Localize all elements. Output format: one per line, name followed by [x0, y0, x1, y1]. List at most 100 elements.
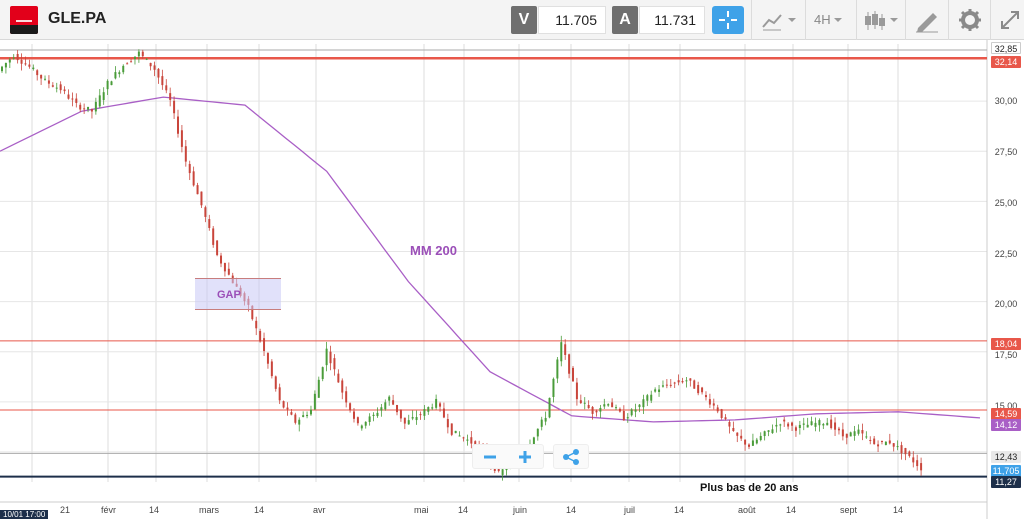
candle-body [419, 414, 422, 416]
candle-body [873, 438, 876, 445]
date-label: mars [199, 505, 219, 515]
candle-body [912, 457, 915, 463]
axis-label: 30,00 [994, 96, 1018, 106]
gear-icon [959, 9, 981, 31]
candle-body [220, 255, 223, 264]
candle-body [849, 432, 852, 437]
buy-price[interactable]: 11.731 [639, 6, 705, 34]
candle-body [251, 305, 254, 320]
candle-body [884, 441, 887, 445]
candle-body [462, 437, 465, 439]
candle-body [360, 425, 363, 429]
candle-body [501, 469, 504, 475]
zoom-in-button[interactable] [510, 445, 540, 468]
price-tag-low: 11,27 [991, 476, 1021, 488]
crosshair-button[interactable] [712, 6, 744, 34]
chart-canvas[interactable] [0, 40, 1024, 519]
candle-body [204, 207, 207, 217]
axis-label: 25,00 [994, 198, 1018, 208]
candle-body [24, 63, 27, 65]
candles-dropdown[interactable] [862, 6, 902, 34]
candle-body [227, 268, 230, 275]
date-label: févr [101, 505, 117, 515]
candle-body [685, 380, 688, 382]
candle-body [779, 424, 782, 426]
candle-body [431, 407, 434, 409]
date-label: août [738, 505, 756, 515]
candle-body [306, 414, 309, 417]
candle-body [505, 468, 508, 471]
timeframe-dropdown[interactable]: 4H [810, 6, 852, 34]
zoom-out-button[interactable] [475, 445, 505, 468]
candle-body [454, 430, 457, 434]
candle-body [79, 104, 82, 110]
candle-body [184, 146, 187, 162]
candle-body [654, 389, 657, 392]
candle-body [212, 228, 215, 245]
settings-button[interactable] [956, 6, 984, 34]
candle-body [837, 428, 840, 431]
price-tag-ma: 14,12 [991, 419, 1021, 431]
candle-body [12, 57, 15, 59]
candle-body [826, 422, 829, 426]
candle-body [712, 403, 715, 406]
chevron-down-icon [834, 18, 842, 22]
candle-body [716, 407, 719, 412]
sell-price[interactable]: 11.705 [538, 6, 606, 34]
candle-body [435, 398, 438, 408]
ma-200-line [0, 96, 981, 423]
buy-badge[interactable]: A [612, 6, 638, 34]
candle-body [791, 422, 794, 426]
candle-body [122, 65, 125, 73]
candle-body [689, 378, 692, 381]
candle-body [532, 437, 535, 445]
candle-body [71, 98, 74, 100]
candle-body [611, 402, 614, 408]
candle-body [274, 376, 277, 389]
candle-body [630, 409, 633, 416]
candle-body [106, 80, 109, 90]
candle-body [916, 460, 919, 467]
candle-body [693, 380, 696, 389]
candle-body [607, 404, 610, 406]
candle-body [748, 444, 751, 447]
candle-body [681, 381, 684, 383]
candle-body [8, 59, 11, 63]
candle-body [599, 407, 602, 412]
date-label: 14 [566, 505, 577, 515]
candle-body [83, 108, 86, 110]
candle-body [165, 85, 168, 91]
line-chart-icon [762, 14, 796, 31]
candle-body [47, 80, 50, 84]
candle-body [407, 420, 410, 425]
candle-body [759, 435, 762, 441]
candle-body [697, 385, 700, 394]
share-button[interactable] [556, 445, 586, 468]
candle-body [673, 382, 676, 384]
candle-body [399, 409, 402, 419]
date-label: 21 [60, 505, 71, 515]
candle-body [587, 404, 590, 409]
candle-body [333, 358, 336, 370]
price-chart[interactable]: MM 200 GAP Plus bas de 20 ans 30,00 27,5… [0, 40, 1024, 519]
candle-body [223, 263, 226, 272]
candle-body [255, 320, 258, 329]
fullscreen-button[interactable] [998, 6, 1022, 34]
candle-body [153, 65, 156, 70]
candle-body [579, 400, 582, 404]
candle-body [4, 63, 7, 68]
candle-body [196, 185, 199, 195]
chart-type-dropdown[interactable] [760, 6, 800, 34]
candle-body [59, 84, 62, 91]
price-tag-top: 32,85 [991, 42, 1021, 54]
share-controls [553, 444, 589, 469]
sell-badge[interactable]: V [511, 6, 537, 34]
candle-body [317, 379, 320, 398]
candle-body [920, 463, 923, 471]
drawing-tools-button[interactable] [912, 6, 942, 34]
candle-body [892, 443, 895, 447]
candle-body [618, 408, 621, 412]
candle-body [763, 431, 766, 437]
chevron-down-icon [788, 18, 796, 22]
axis-label: 17,50 [994, 350, 1018, 360]
